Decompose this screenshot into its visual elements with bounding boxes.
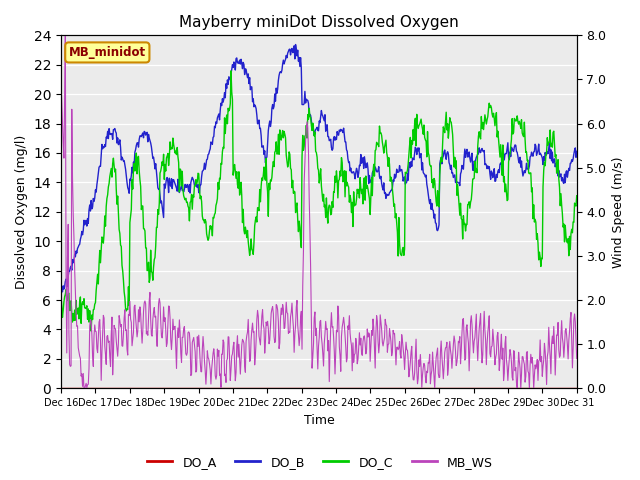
- X-axis label: Time: Time: [303, 414, 334, 427]
- Title: Mayberry miniDot Dissolved Oxygen: Mayberry miniDot Dissolved Oxygen: [179, 15, 459, 30]
- Legend: DO_A, DO_B, DO_C, MB_WS: DO_A, DO_B, DO_C, MB_WS: [142, 451, 498, 474]
- Text: MB_minidot: MB_minidot: [68, 46, 146, 59]
- Y-axis label: Dissolved Oxygen (mg/l): Dissolved Oxygen (mg/l): [15, 135, 28, 289]
- Y-axis label: Wind Speed (m/s): Wind Speed (m/s): [612, 156, 625, 267]
